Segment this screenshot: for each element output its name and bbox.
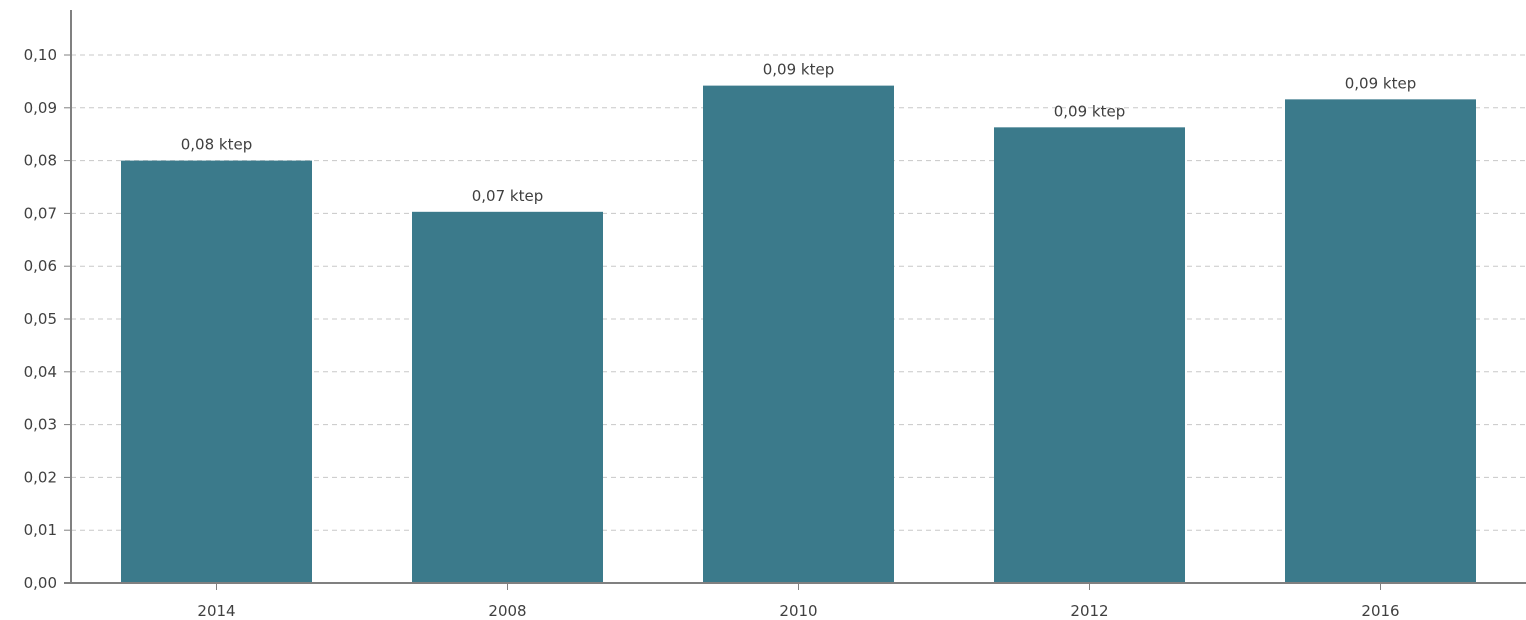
x-tick-label: 2008 — [488, 602, 526, 620]
bar — [412, 211, 603, 584]
x-axis-ticks: 2014 2008 2010 2012 2016 — [197, 583, 1400, 620]
y-tick-label: 0,05 — [24, 310, 57, 328]
y-tick-label: 0,02 — [24, 468, 57, 486]
y-tick-label: 0,09 — [24, 99, 57, 117]
bar — [121, 160, 312, 583]
bars — [121, 85, 1476, 584]
x-tick-label: 2010 — [779, 602, 817, 620]
y-tick-label: 0,06 — [24, 257, 57, 275]
y-tick-label: 0,04 — [24, 363, 57, 381]
bar-data-label: 0,09 ktep — [1054, 102, 1125, 120]
bar — [994, 127, 1185, 583]
y-tick-label: 0,03 — [24, 416, 57, 434]
y-tick-label: 0,00 — [24, 574, 57, 592]
y-tick-label: 0,01 — [24, 521, 57, 539]
bar-data-label: 0,09 ktep — [763, 61, 834, 79]
bar-data-label: 0,08 ktep — [181, 136, 252, 154]
y-tick-label: 0,10 — [24, 46, 57, 64]
data-labels: 0,08 ktep 0,07 ktep 0,09 ktep 0,09 ktep 0,09… — [181, 61, 1416, 205]
bar — [1285, 99, 1476, 584]
y-axis-ticks: 0,00 0,01 0,02 0,03 0,04 0,05 0,06 0,07 0,08 0,09… — [24, 46, 71, 592]
bar — [703, 85, 894, 584]
x-tick-label: 2014 — [197, 602, 235, 620]
bar-data-label: 0,09 ktep — [1345, 74, 1416, 92]
x-tick-label: 2012 — [1070, 602, 1108, 620]
axes — [64, 10, 1526, 584]
y-tick-label: 0,08 — [24, 152, 57, 170]
bar-data-label: 0,07 ktep — [472, 187, 543, 205]
x-tick-label: 2016 — [1361, 602, 1399, 620]
y-tick-label: 0,07 — [24, 204, 57, 222]
